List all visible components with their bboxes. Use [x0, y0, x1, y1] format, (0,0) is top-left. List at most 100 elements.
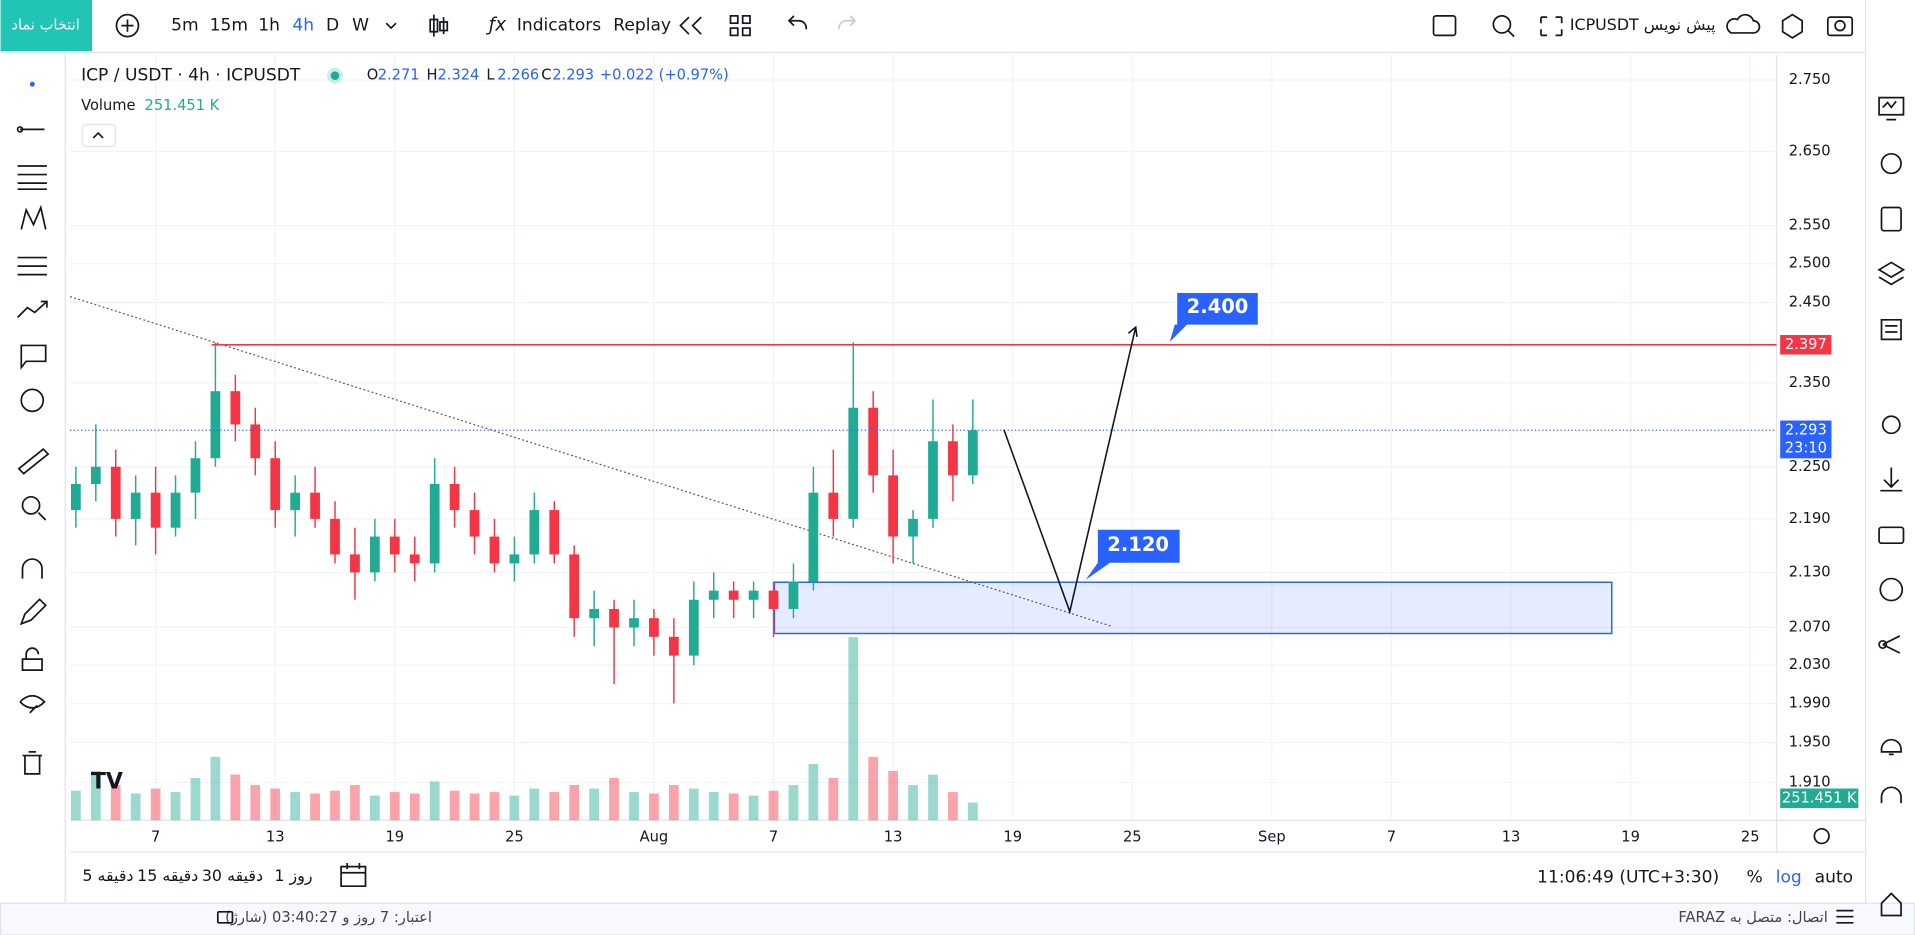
range-button[interactable]: 30 دقیقه	[202, 866, 263, 885]
demand-zone[interactable]	[773, 581, 1613, 635]
volume-bar	[90, 770, 101, 821]
axis-settings[interactable]	[1813, 827, 1830, 845]
callout-upper[interactable]	[1169, 292, 1258, 342]
goto-date-icon[interactable]	[340, 862, 367, 888]
y-tick-label: 2.550	[1789, 217, 1831, 234]
volume-bar	[389, 792, 400, 821]
volume-bar	[310, 793, 320, 821]
fib-tool[interactable]	[17, 165, 47, 191]
draft-label[interactable]: ICPUSDT پیش نویس	[1570, 15, 1716, 35]
emoji-tool[interactable]	[20, 388, 45, 413]
replay-icon[interactable]	[679, 16, 702, 35]
projection-tool[interactable]	[17, 256, 47, 276]
download-icon[interactable]	[1880, 467, 1903, 492]
account-icon[interactable]	[1879, 577, 1904, 602]
x-tick-label: 7	[1387, 828, 1396, 845]
share-icon[interactable]	[1878, 635, 1901, 654]
interval-button[interactable]: D	[326, 16, 339, 36]
candle-body	[888, 475, 899, 537]
interval-button[interactable]: 15m	[210, 16, 248, 36]
cursor-tool[interactable]	[29, 81, 35, 87]
interval-dropdown[interactable]	[385, 22, 397, 30]
fullscreen-icon[interactable]	[1540, 16, 1563, 37]
candle-body	[928, 441, 938, 519]
volume-legend-label[interactable]: Volume	[81, 97, 135, 114]
magnet-tool[interactable]	[21, 558, 43, 579]
legend-collapse[interactable]	[81, 123, 116, 148]
candle-body	[90, 466, 101, 484]
y-tick-label: 1.910	[1789, 774, 1831, 791]
trend-line[interactable]	[69, 296, 1112, 627]
volume-bar	[210, 756, 221, 821]
layers-icon[interactable]	[1877, 261, 1906, 286]
undo-button[interactable]	[787, 15, 808, 30]
cloud-icon[interactable]	[1726, 13, 1761, 34]
add-symbol-icon[interactable]	[115, 13, 140, 38]
annotation-tool[interactable]	[20, 344, 47, 370]
last-price-box	[1780, 420, 1832, 459]
lock-tool[interactable]	[21, 647, 43, 671]
layout-icon[interactable]	[729, 15, 751, 37]
candles	[71, 342, 978, 704]
interval-button[interactable]: 1h	[258, 16, 280, 36]
x-tick-label: 13	[266, 828, 285, 845]
candle-body	[529, 510, 540, 555]
home-icon[interactable]	[1880, 892, 1902, 917]
measure-tool[interactable]	[17, 448, 50, 475]
chart-type-icon[interactable]	[429, 14, 449, 37]
notifications-icon[interactable]	[1880, 738, 1902, 756]
range-button[interactable]: 5 دقیقه	[82, 866, 133, 885]
alerts-icon[interactable]	[1880, 152, 1902, 175]
redo-button[interactable]	[838, 15, 857, 30]
candle-body	[748, 590, 759, 600]
zoom-tool[interactable]	[21, 495, 47, 521]
symbol-button[interactable]	[0, 0, 93, 52]
clock[interactable]: 11:06:49 (UTC+3:30)	[1537, 868, 1719, 888]
indicators-button[interactable]: Indicators	[517, 16, 601, 36]
callout-lower[interactable]	[1085, 529, 1180, 580]
candle-body	[170, 492, 181, 528]
news-icon[interactable]	[1880, 206, 1902, 232]
symbol-button-label: انتخاب نماد	[12, 17, 80, 34]
volume-bar	[668, 785, 679, 821]
forecast-tool[interactable]	[17, 300, 48, 318]
ohlc-key: L	[486, 67, 495, 84]
volume-bar	[529, 788, 540, 821]
range-button[interactable]: 15 دقیقه	[137, 866, 198, 885]
delete-tool[interactable]	[22, 751, 43, 775]
candle-body	[369, 536, 380, 573]
hide-tool[interactable]	[19, 694, 46, 714]
object-tree-icon[interactable]	[1881, 415, 1901, 435]
legend-title[interactable]: ICP / USDT · 4h · ICPUSDT	[81, 66, 301, 86]
log-toggle[interactable]: log	[1776, 868, 1802, 888]
volume-bar	[788, 785, 799, 821]
line-tool[interactable]	[16, 126, 45, 133]
pattern-tool[interactable]	[20, 204, 47, 230]
interval-button[interactable]: 5m	[171, 16, 199, 36]
indicators-icon[interactable]: ƒx	[486, 15, 506, 36]
volume-bar	[409, 793, 420, 821]
range-button[interactable]: 1 روز	[274, 866, 312, 886]
percent-toggle[interactable]: %	[1746, 868, 1762, 888]
volume-bar	[848, 637, 859, 821]
connection-icon	[1836, 909, 1854, 924]
support-icon[interactable]	[1880, 786, 1902, 804]
interval-button[interactable]: W	[352, 16, 369, 36]
fullscreen-frame-icon[interactable]	[1432, 15, 1457, 37]
interval-button[interactable]: 4h	[292, 16, 314, 36]
quick-search-icon[interactable]	[1492, 15, 1515, 38]
x-tick-label: 25	[505, 828, 524, 845]
replay-button[interactable]: Replay	[613, 16, 671, 36]
stay-drawing-tool[interactable]	[19, 598, 47, 626]
candle-body	[230, 391, 241, 425]
overlay: 2.397 2.293 23:10 251.451 K	[70, 335, 1859, 809]
countdown-label: 23:10	[1785, 440, 1827, 457]
calendar-icon[interactable]	[1880, 318, 1902, 341]
watchlist-icon[interactable]	[1878, 96, 1905, 121]
trading-panel-icon[interactable]	[1878, 526, 1905, 545]
snapshot-icon[interactable]	[1826, 16, 1854, 37]
projection-path[interactable]	[1003, 325, 1138, 615]
auto-toggle[interactable]: auto	[1815, 868, 1853, 888]
settings-icon[interactable]	[1781, 13, 1804, 39]
